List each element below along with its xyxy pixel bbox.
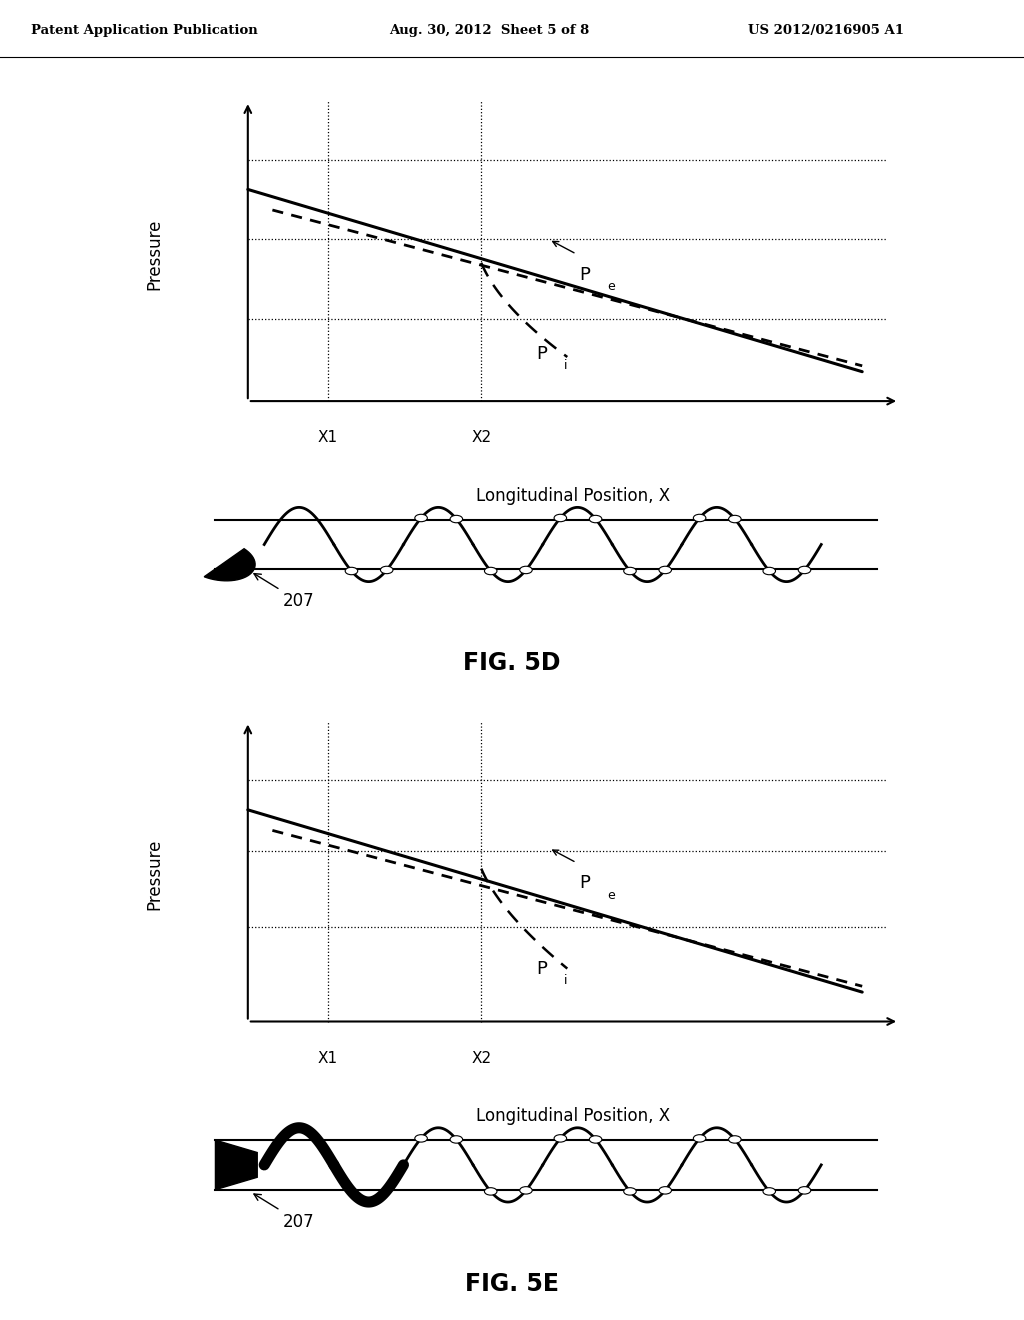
Text: US 2012/0216905 A1: US 2012/0216905 A1 [748, 24, 903, 37]
Text: Aug. 30, 2012  Sheet 5 of 8: Aug. 30, 2012 Sheet 5 of 8 [389, 24, 590, 37]
Circle shape [451, 515, 463, 523]
Text: X2: X2 [471, 1051, 492, 1067]
Text: FIG. 5E: FIG. 5E [465, 1271, 559, 1296]
Text: Pressure: Pressure [145, 838, 164, 911]
Circle shape [763, 568, 775, 574]
Circle shape [693, 515, 706, 521]
Circle shape [729, 1135, 741, 1143]
Text: e: e [607, 888, 615, 902]
Circle shape [451, 1135, 463, 1143]
Circle shape [624, 1188, 636, 1195]
Circle shape [763, 1188, 775, 1195]
Circle shape [554, 515, 566, 521]
Polygon shape [215, 1140, 257, 1189]
Text: P: P [537, 960, 548, 978]
Circle shape [520, 1187, 532, 1195]
Text: Longitudinal Position, X: Longitudinal Position, X [476, 487, 671, 506]
Circle shape [554, 1135, 566, 1142]
Circle shape [693, 1135, 706, 1142]
Text: Pressure: Pressure [145, 218, 164, 290]
Circle shape [659, 1187, 672, 1195]
Text: Patent Application Publication: Patent Application Publication [31, 24, 257, 37]
Circle shape [624, 568, 636, 574]
Circle shape [729, 515, 741, 523]
Circle shape [520, 566, 532, 574]
Circle shape [484, 1188, 497, 1195]
Circle shape [590, 1135, 602, 1143]
Circle shape [659, 566, 672, 574]
Circle shape [415, 1135, 427, 1142]
Circle shape [381, 566, 393, 574]
Text: P: P [580, 265, 591, 284]
Text: i: i [564, 359, 567, 372]
Polygon shape [204, 549, 255, 581]
Text: 207: 207 [254, 1195, 314, 1230]
Text: X1: X1 [317, 430, 338, 445]
Text: Longitudinal Position, X: Longitudinal Position, X [476, 1107, 671, 1126]
Circle shape [345, 568, 357, 574]
Text: 207: 207 [254, 574, 314, 610]
Text: e: e [607, 280, 615, 293]
Text: X2: X2 [471, 430, 492, 445]
Circle shape [590, 515, 602, 523]
Circle shape [799, 566, 811, 574]
Circle shape [415, 515, 427, 521]
Text: FIG. 5D: FIG. 5D [463, 651, 561, 676]
Text: P: P [580, 874, 591, 892]
Circle shape [799, 1187, 811, 1195]
Circle shape [484, 568, 497, 574]
Text: X1: X1 [317, 1051, 338, 1067]
Text: i: i [564, 974, 567, 987]
Text: P: P [537, 345, 548, 363]
